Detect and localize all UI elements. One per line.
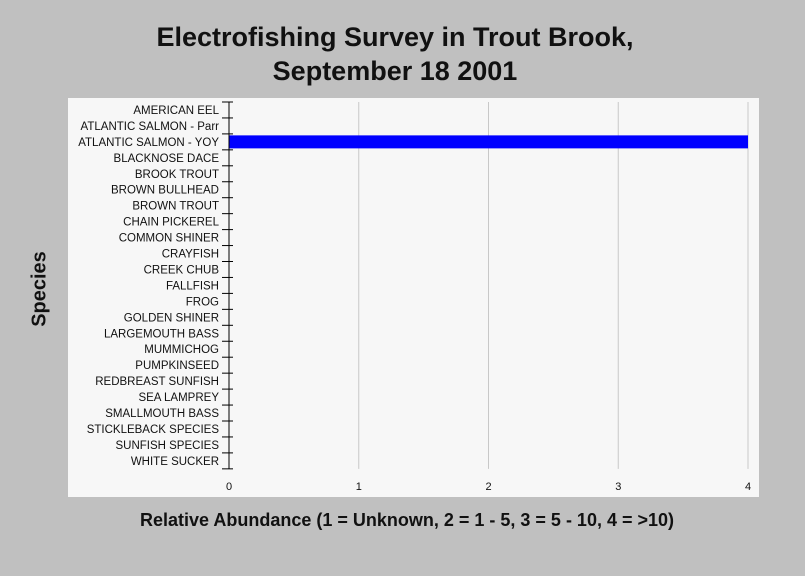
y-tick-label: STICKLEBACK SPECIES xyxy=(87,424,220,436)
y-tick-label: LARGEMOUTH BASS xyxy=(104,328,219,340)
y-axis-label: Species xyxy=(28,251,51,327)
y-tick-label: CREEK CHUB xyxy=(144,264,220,276)
y-tick-label: SUNFISH SPECIES xyxy=(115,440,219,452)
y-tick-label: ATLANTIC SALMON - Parr xyxy=(81,121,220,133)
y-tick-label: SEA LAMPREY xyxy=(138,392,219,404)
y-tick-label: WHITE SUCKER xyxy=(131,456,219,468)
y-tick-label: GOLDEN SHINER xyxy=(124,312,219,324)
y-tick-label: PUMPKINSEED xyxy=(135,360,219,372)
x-tick-label: 2 xyxy=(485,481,491,493)
y-tick-label: BLACKNOSE DACE xyxy=(114,153,220,165)
y-tick-label: ATLANTIC SALMON - YOY xyxy=(78,137,219,149)
chart-title-line-2: September 18 2001 xyxy=(272,56,518,86)
x-tick-label: 3 xyxy=(615,481,621,493)
chart-title-line-1: Electrofishing Survey in Trout Brook, xyxy=(156,22,634,52)
y-tick-label: FALLFISH xyxy=(166,280,219,292)
y-tick-label: AMERICAN EEL xyxy=(133,105,219,117)
y-tick-label: CHAIN PICKEREL xyxy=(123,217,219,229)
x-tick-label: 1 xyxy=(356,481,362,493)
y-tick-label: MUMMICHOG xyxy=(144,344,219,356)
y-tick-label: SMALLMOUTH BASS xyxy=(105,408,219,420)
y-tick-label: BROWN BULLHEAD xyxy=(111,185,219,197)
y-tick-label: CRAYFISH xyxy=(162,249,219,261)
y-tick-label: BROOK TROUT xyxy=(135,169,219,181)
y-tick-label: FROG xyxy=(186,296,219,308)
chart-title: Electrofishing Survey in Trout Brook, Se… xyxy=(0,20,790,88)
x-tick-label: 0 xyxy=(226,481,232,493)
y-tick-label: COMMON SHINER xyxy=(119,233,219,245)
bar xyxy=(229,135,748,149)
y-tick-label: REDBREAST SUNFISH xyxy=(95,376,219,388)
x-axis-label: Relative Abundance (1 = Unknown, 2 = 1 -… xyxy=(139,510,675,530)
x-tick-label: 4 xyxy=(745,481,751,493)
y-tick-label: BROWN TROUT xyxy=(132,201,219,213)
plot-area xyxy=(68,98,759,497)
